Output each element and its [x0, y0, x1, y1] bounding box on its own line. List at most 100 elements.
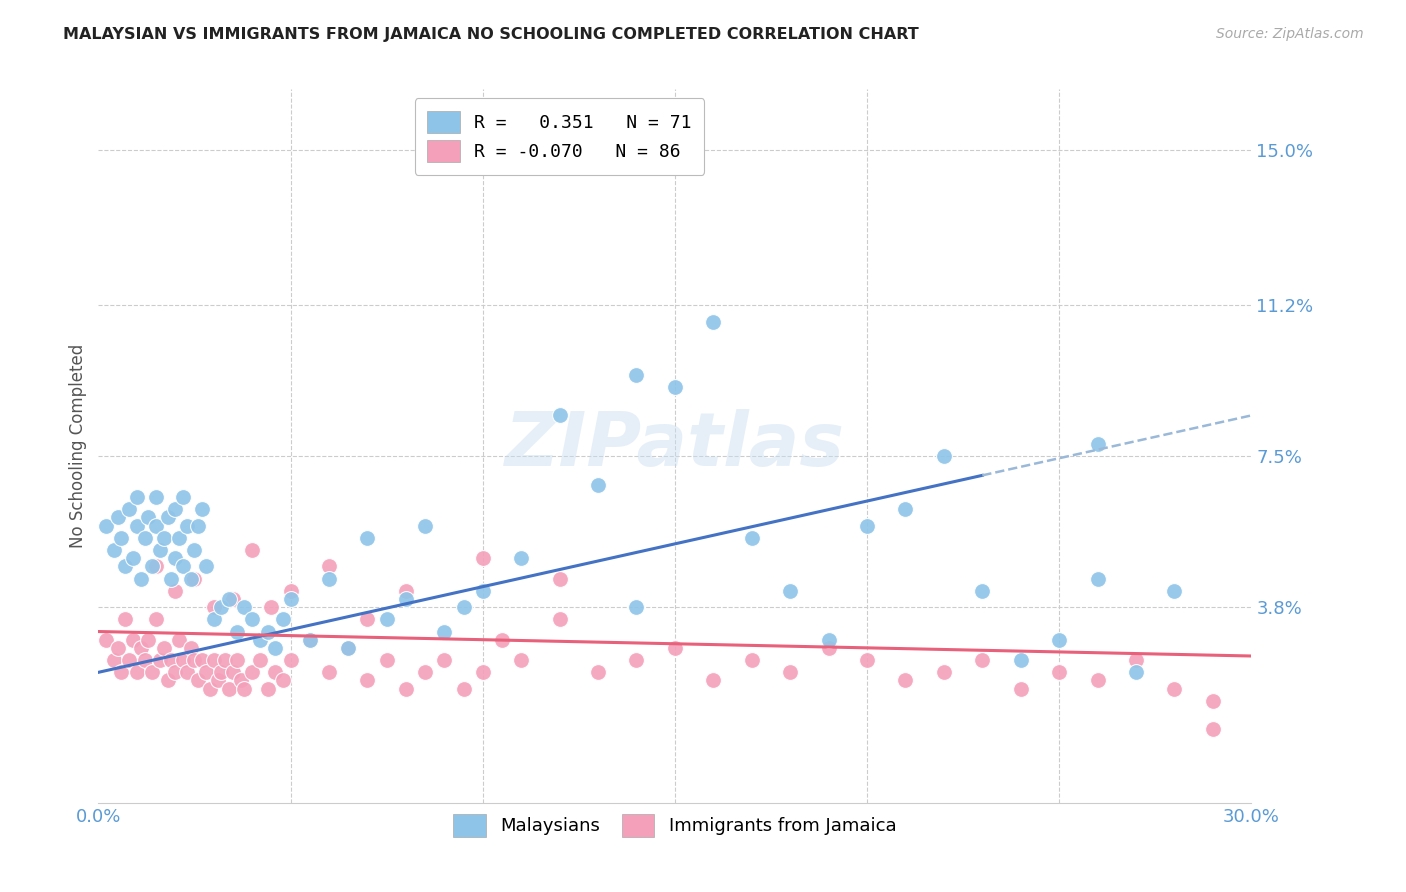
Point — [1010, 681, 1032, 696]
Point — [395, 681, 418, 696]
Point — [510, 551, 533, 566]
Point — [240, 612, 263, 626]
Point — [894, 673, 917, 688]
Point — [145, 559, 167, 574]
Point — [107, 510, 129, 524]
Point — [1087, 673, 1109, 688]
Point — [264, 640, 287, 655]
Point — [586, 477, 609, 491]
Point — [1087, 437, 1109, 451]
Point — [413, 518, 436, 533]
Point — [141, 559, 163, 574]
Point — [433, 653, 456, 667]
Point — [318, 572, 340, 586]
Point — [318, 665, 340, 680]
Point — [225, 653, 247, 667]
Point — [471, 583, 494, 598]
Point — [894, 502, 917, 516]
Point — [141, 665, 163, 680]
Point — [187, 673, 209, 688]
Y-axis label: No Schooling Completed: No Schooling Completed — [69, 344, 87, 548]
Point — [125, 518, 148, 533]
Point — [134, 531, 156, 545]
Point — [271, 612, 294, 626]
Point — [664, 640, 686, 655]
Point — [240, 665, 263, 680]
Point — [433, 624, 456, 639]
Point — [233, 600, 256, 615]
Point — [280, 591, 302, 606]
Point — [209, 665, 232, 680]
Point — [298, 632, 321, 647]
Point — [110, 531, 132, 545]
Point — [932, 449, 955, 463]
Point — [1163, 681, 1185, 696]
Point — [209, 600, 232, 615]
Point — [280, 583, 302, 598]
Point — [280, 653, 302, 667]
Point — [471, 551, 494, 566]
Point — [260, 600, 283, 615]
Point — [129, 640, 152, 655]
Point — [375, 612, 398, 626]
Point — [183, 543, 205, 558]
Point — [471, 665, 494, 680]
Point — [356, 612, 378, 626]
Point — [183, 653, 205, 667]
Point — [218, 591, 240, 606]
Point — [256, 624, 278, 639]
Point — [222, 665, 245, 680]
Point — [145, 612, 167, 626]
Point — [1163, 583, 1185, 598]
Point — [122, 551, 145, 566]
Point — [218, 681, 240, 696]
Point — [548, 409, 571, 423]
Point — [453, 600, 475, 615]
Point — [202, 612, 225, 626]
Point — [548, 612, 571, 626]
Point — [160, 572, 183, 586]
Text: ZIPatlas: ZIPatlas — [505, 409, 845, 483]
Point — [856, 653, 879, 667]
Point — [626, 600, 648, 615]
Point — [356, 673, 378, 688]
Point — [626, 368, 648, 382]
Point — [271, 673, 294, 688]
Point — [103, 543, 125, 558]
Point — [176, 518, 198, 533]
Point — [149, 543, 172, 558]
Point — [318, 559, 340, 574]
Point — [298, 632, 321, 647]
Point — [664, 380, 686, 394]
Point — [167, 531, 190, 545]
Point — [702, 315, 724, 329]
Point — [183, 572, 205, 586]
Point — [222, 591, 245, 606]
Point — [1202, 694, 1225, 708]
Point — [264, 665, 287, 680]
Point — [122, 632, 145, 647]
Point — [229, 673, 252, 688]
Point — [932, 665, 955, 680]
Point — [256, 681, 278, 696]
Point — [856, 518, 879, 533]
Point — [202, 653, 225, 667]
Point — [94, 632, 117, 647]
Point — [138, 510, 160, 524]
Text: Source: ZipAtlas.com: Source: ZipAtlas.com — [1216, 27, 1364, 41]
Point — [972, 653, 994, 667]
Point — [145, 518, 167, 533]
Point — [225, 624, 247, 639]
Text: MALAYSIAN VS IMMIGRANTS FROM JAMAICA NO SCHOOLING COMPLETED CORRELATION CHART: MALAYSIAN VS IMMIGRANTS FROM JAMAICA NO … — [63, 27, 920, 42]
Point — [207, 673, 229, 688]
Point — [249, 653, 271, 667]
Point — [125, 490, 148, 504]
Point — [165, 502, 187, 516]
Legend: Malaysians, Immigrants from Jamaica: Malaysians, Immigrants from Jamaica — [446, 807, 904, 844]
Point — [586, 665, 609, 680]
Point — [375, 653, 398, 667]
Point — [195, 665, 218, 680]
Point — [165, 551, 187, 566]
Point — [779, 583, 801, 598]
Point — [138, 632, 160, 647]
